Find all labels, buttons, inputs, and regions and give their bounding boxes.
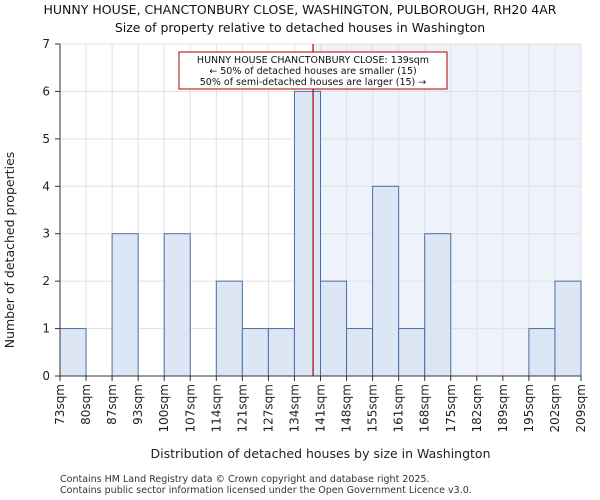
bar-134sqm (293, 90, 322, 377)
bar-168sqm (424, 233, 452, 377)
y-tick-label-4: 4 (42, 179, 50, 193)
bar-127sqm (267, 328, 295, 377)
x-tick-label-80sqm: 80sqm (79, 384, 93, 425)
x-axis-title: Distribution of detached houses by size … (150, 446, 490, 461)
x-tick-label-134sqm: 134sqm (287, 384, 301, 432)
bar-141sqm (320, 280, 348, 377)
footer-copyright: Contains HM Land Registry data © Crown c… (60, 474, 430, 485)
chart-subtitle: Size of property relative to detached ho… (114, 20, 486, 35)
x-tick-label-87sqm: 87sqm (105, 384, 119, 425)
x-tick-label-155sqm: 155sqm (366, 384, 380, 432)
bar-195sqm (528, 328, 556, 377)
x-tick-label-189sqm: 189sqm (496, 384, 510, 432)
bar-202sqm (554, 280, 582, 377)
bar-155sqm (372, 185, 400, 377)
x-tick-label-100sqm: 100sqm (157, 384, 171, 432)
y-axis-title: Number of detached properties (2, 152, 17, 349)
x-tick-label-127sqm: 127sqm (261, 384, 275, 432)
y-tick-label-0: 0 (42, 369, 50, 383)
bar-100sqm (163, 233, 191, 377)
bar-161sqm (398, 328, 426, 377)
bar-73sqm (59, 328, 87, 377)
x-tick-label-121sqm: 121sqm (235, 384, 249, 432)
x-tick-label-114sqm: 114sqm (209, 384, 223, 432)
y-tick-label-2: 2 (42, 274, 50, 288)
x-tick-label-161sqm: 161sqm (392, 384, 406, 432)
x-tick-label-202sqm: 202sqm (548, 384, 562, 432)
bar-121sqm (241, 328, 269, 377)
y-tick-label-3: 3 (42, 227, 50, 241)
footer-licence: Contains public sector information licen… (60, 485, 472, 496)
chart-title: HUNNY HOUSE, CHANCTONBURY CLOSE, WASHING… (43, 2, 557, 17)
x-tick-label-182sqm: 182sqm (470, 384, 484, 432)
x-tick-label-148sqm: 148sqm (340, 384, 354, 432)
annotation-box (178, 51, 448, 90)
x-tick-label-209sqm: 209sqm (574, 384, 588, 432)
y-tick-label-7: 7 (42, 37, 50, 51)
bar-114sqm (215, 280, 243, 377)
y-tick-label-1: 1 (42, 322, 50, 336)
annotation-line-2: ← 50% of detached houses are smaller (15… (209, 66, 416, 77)
bar-87sqm (111, 233, 139, 377)
bar-148sqm (346, 328, 374, 377)
x-tick-label-195sqm: 195sqm (522, 384, 536, 432)
x-tick-label-168sqm: 168sqm (418, 384, 432, 432)
x-tick-label-141sqm: 141sqm (314, 384, 328, 432)
x-tick-label-93sqm: 93sqm (131, 384, 145, 425)
x-tick-label-107sqm: 107sqm (183, 384, 197, 432)
y-tick-label-6: 6 (42, 84, 50, 98)
annotation-line-3: 50% of semi-detached houses are larger (… (200, 77, 427, 88)
x-tick-label-73sqm: 73sqm (53, 384, 67, 425)
x-tick-label-175sqm: 175sqm (444, 384, 458, 432)
annotation-line-1: HUNNY HOUSE CHANCTONBURY CLOSE: 139sqm (197, 55, 429, 66)
y-tick-label-5: 5 (42, 132, 50, 146)
